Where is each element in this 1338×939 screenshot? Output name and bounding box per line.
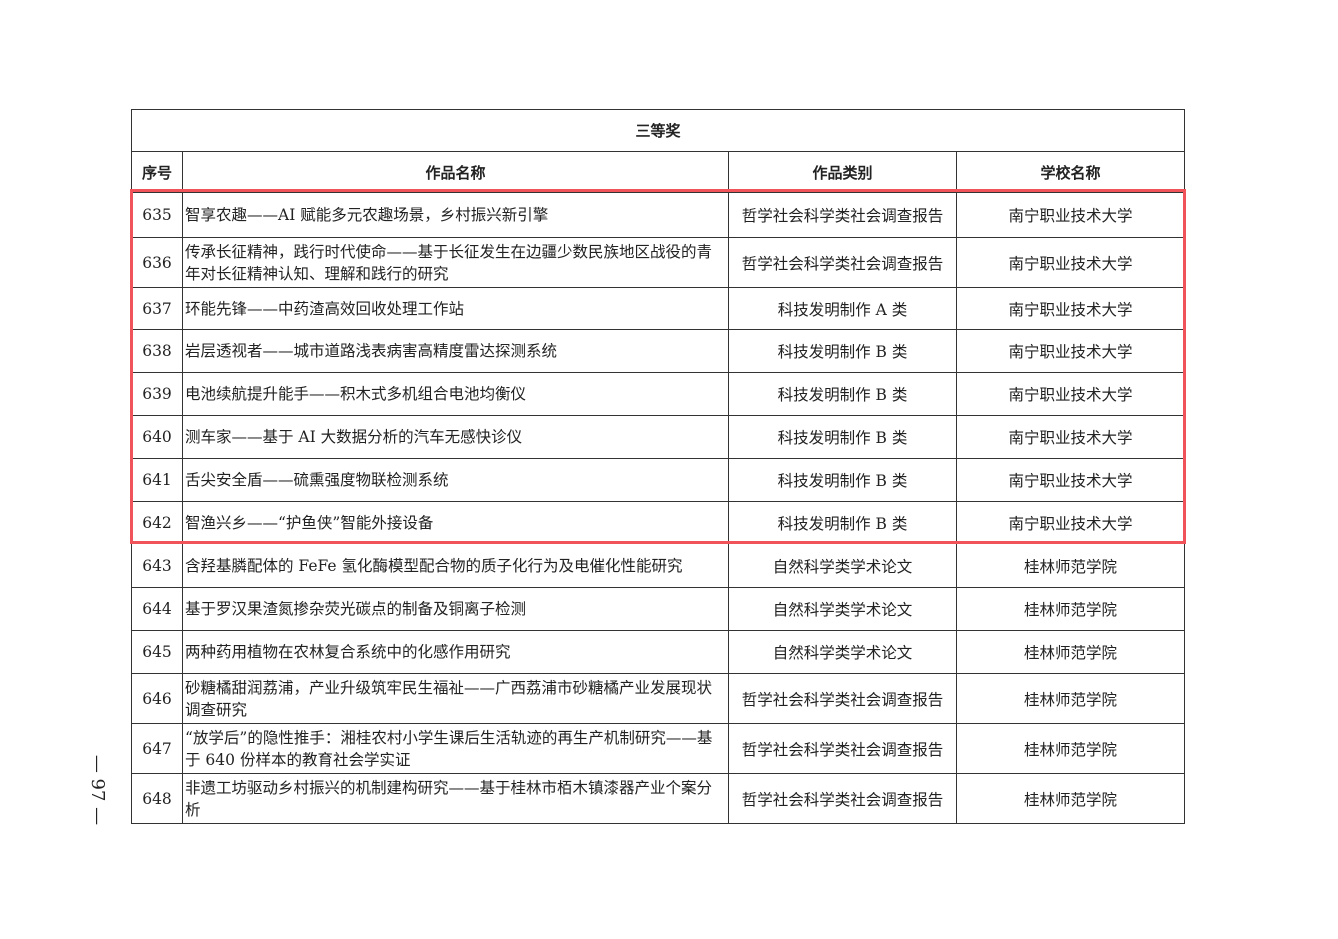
row-number: 645 [131,630,183,674]
table-row: 643 含羟基膦配体的 FeFe 氢化酶模型配合物的质子化行为及电催化性能研究 自然… [131,543,1186,588]
work-name: 基于罗汉果渣氮掺杂荧光碳点的制备及铜离子检测 [182,587,729,631]
awards-table: 三等奖 序号 作品名称 作品类别 学校名称 635 智享农趣——AI 赋能多元农趣… [130,109,1186,824]
work-category: 自然科学类学术论文 [728,543,957,588]
table-row: 647 “放学后”的隐性推手：湘桂农村小学生课后生活轨迹的再生产机制研究——基于 … [131,723,1186,774]
row-number: 642 [131,501,183,544]
row-number: 643 [131,543,183,588]
work-category: 哲学社会科学类社会调查报告 [728,237,957,288]
table-title: 三等奖 [130,109,1186,152]
row-number: 648 [131,773,183,824]
row-number: 637 [131,287,183,330]
school-name: 桂林师范学院 [955,673,1186,724]
work-name: 岩层透视者——城市道路浅表病害高精度雷达探测系统 [182,329,729,373]
row-number: 638 [131,329,183,373]
row-number: 644 [131,587,183,631]
header-category: 作品类别 [728,151,957,193]
work-name: 测车家——基于 AI 大数据分析的汽车无感快诊仪 [182,415,729,459]
work-category: 哲学社会科学类社会调查报告 [728,773,957,824]
table-row: 648 非遗工坊驱动乡村振兴的机制建构研究——基于桂林市栢木镇漆器产业个案分析 哲学… [131,773,1186,824]
work-name: 智渔兴乡——“护鱼侠”智能外接设备 [182,501,729,544]
school-name: 南宁职业技术大学 [955,237,1186,288]
table-row: 639 电池续航提升能手——积木式多机组合电池均衡仪 科技发明制作 B 类南宁职业技… [131,372,1186,416]
work-category: 哲学社会科学类社会调查报告 [728,673,957,724]
work-category: 哲学社会科学类社会调查报告 [728,723,957,774]
table-row: 641 舌尖安全盾——硫熏强度物联检测系统 科技发明制作 B 类南宁职业技术大学 [131,458,1186,502]
work-name: 两种药用植物在农林复合系统中的化感作用研究 [182,630,729,674]
work-category: 科技发明制作 B 类 [728,458,957,502]
work-name: 智享农趣——AI 赋能多元农趣场景，乡村振兴新引擎 [182,192,729,238]
school-name: 桂林师范学院 [955,723,1186,774]
header-school: 学校名称 [955,151,1186,193]
row-number: 647 [131,723,183,774]
work-name: 舌尖安全盾——硫熏强度物联检测系统 [182,458,729,502]
work-name: 电池续航提升能手——积木式多机组合电池均衡仪 [182,372,729,416]
work-category: 科技发明制作 A 类 [728,287,957,330]
work-category: 科技发明制作 B 类 [728,372,957,416]
work-name: 非遗工坊驱动乡村振兴的机制建构研究——基于桂林市栢木镇漆器产业个案分析 [182,773,729,824]
table-row: 644 基于罗汉果渣氮掺杂荧光碳点的制备及铜离子检测 自然科学类学术论文 桂林师范学院 [131,587,1186,631]
work-name: 环能先锋——中药渣高效回收处理工作站 [182,287,729,330]
work-name: 砂糖橘甜润荔浦，产业升级筑牢民生福祉——广西荔浦市砂糖橘产业发展现状调查研究 [182,673,729,724]
work-category: 科技发明制作 B 类 [728,501,957,544]
school-name: 南宁职业技术大学 [955,415,1186,459]
table-row: 635 智享农趣——AI 赋能多元农趣场景，乡村振兴新引擎 哲学社会科学类社会调查报… [131,192,1186,238]
header-name: 作品名称 [182,151,729,193]
row-number: 635 [131,192,183,238]
table-row: 636 传承长征精神，践行时代使命——基于长征发生在边疆少数民族地区战役的青年对长… [131,237,1186,288]
school-name: 桂林师范学院 [955,630,1186,674]
header-no: 序号 [131,151,183,193]
work-category: 科技发明制作 B 类 [728,329,957,373]
table-row: 645 两种药用植物在农林复合系统中的化感作用研究 自然科学类学术论文 桂林师范学院 [131,630,1186,674]
row-number: 641 [131,458,183,502]
school-name: 南宁职业技术大学 [955,458,1186,502]
school-name: 南宁职业技术大学 [955,287,1186,330]
work-name: “放学后”的隐性推手：湘桂农村小学生课后生活轨迹的再生产机制研究——基于 640… [182,723,729,774]
row-number: 639 [131,372,183,416]
work-category: 科技发明制作 B 类 [728,415,957,459]
page-number: — 97 — [87,754,109,826]
school-name: 南宁职业技术大学 [955,501,1186,544]
table-row: 642 智渔兴乡——“护鱼侠”智能外接设备 科技发明制作 B 类南宁职业技术大学 [131,501,1186,544]
table-row: 637 环能先锋——中药渣高效回收处理工作站 科技发明制作 A 类南宁职业技术大学 [131,287,1186,330]
school-name: 桂林师范学院 [955,587,1186,631]
table-row: 646 砂糖橘甜润荔浦，产业升级筑牢民生福祉——广西荔浦市砂糖橘产业发展现状调查研… [131,673,1186,724]
work-name: 传承长征精神，践行时代使命——基于长征发生在边疆少数民族地区战役的青年对长征精神… [182,237,729,288]
school-name: 南宁职业技术大学 [955,192,1186,238]
school-name: 南宁职业技术大学 [955,372,1186,416]
work-category: 自然科学类学术论文 [728,587,957,631]
school-name: 桂林师范学院 [955,543,1186,588]
work-category: 自然科学类学术论文 [728,630,957,674]
row-number: 646 [131,673,183,724]
school-name: 南宁职业技术大学 [955,329,1186,373]
row-number: 640 [131,415,183,459]
work-name: 含羟基膦配体的 FeFe 氢化酶模型配合物的质子化行为及电催化性能研究 [182,543,729,588]
work-category: 哲学社会科学类社会调查报告 [728,192,957,238]
row-number: 636 [131,237,183,288]
table-row: 638 岩层透视者——城市道路浅表病害高精度雷达探测系统 科技发明制作 B 类南宁职… [131,329,1186,373]
school-name: 桂林师范学院 [955,773,1186,824]
table-row: 640 测车家——基于 AI 大数据分析的汽车无感快诊仪 科技发明制作 B 类南宁职… [131,415,1186,459]
